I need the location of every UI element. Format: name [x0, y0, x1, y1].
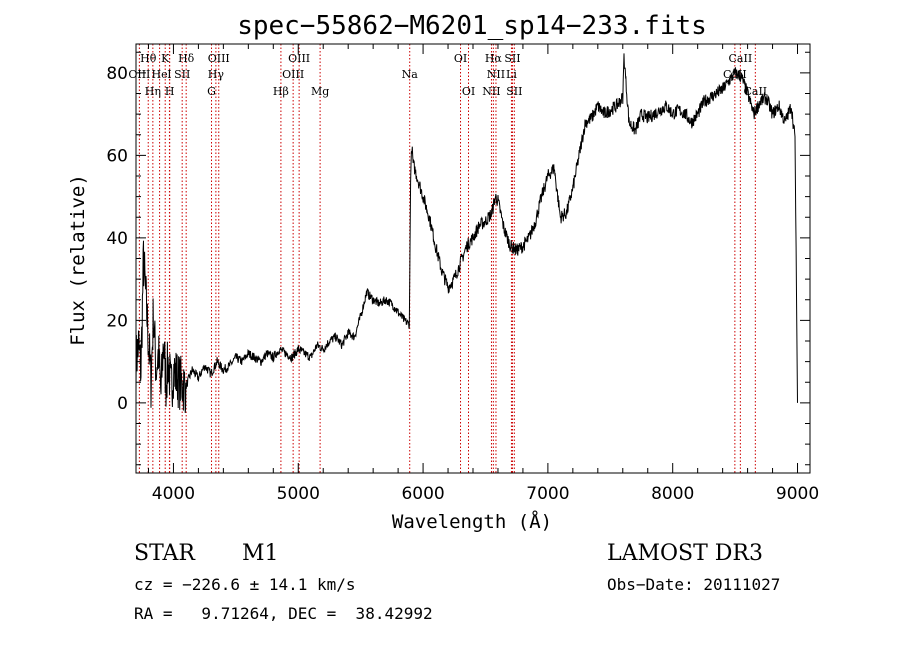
x-axis-ticks: 4000 5000 6000 7000 8000 9000: [147, 44, 819, 504]
line-marker-label: Hα: [485, 52, 503, 65]
line-marker-label: OI: [462, 85, 475, 98]
y-tick-label: 80: [106, 64, 128, 84]
line-marker-label: OIII: [128, 68, 150, 81]
survey-label: LAMOST DR3: [607, 541, 763, 566]
y-tick-label: 0: [117, 394, 128, 414]
line-marker-label: H: [165, 85, 175, 98]
cz-value: cz = −226.6 ± 14.1 km/s: [134, 575, 356, 594]
line-marker-label: SII: [506, 85, 522, 98]
line-marker-label: SII: [174, 68, 190, 81]
line-marker-label: CaII: [729, 52, 753, 65]
line-marker-label: K: [161, 52, 170, 65]
line-marker-label: I: [167, 68, 171, 81]
line-marker-label: Hγ: [208, 68, 225, 81]
obs-date: Obs−Date: 20111027: [607, 575, 781, 594]
line-marker-label: Na: [402, 68, 419, 81]
class-label: STAR: [134, 541, 195, 566]
y-tick-label: 40: [106, 229, 128, 249]
line-marker-label: NII: [487, 68, 505, 81]
radec-value: RA = 9.71264, DEC = 38.42992: [134, 604, 433, 623]
x-tick-label: 7000: [526, 484, 569, 504]
subclass-label: M1: [242, 541, 279, 566]
line-marker-label: OIII: [288, 52, 310, 65]
x-tick-label: 4000: [152, 484, 195, 504]
spectrum-line: [135, 53, 798, 413]
x-tick-label: 6000: [401, 484, 444, 504]
line-marker-label: CaII: [743, 85, 767, 98]
line-marker-label: He: [152, 68, 168, 81]
line-marker-label: G: [207, 85, 216, 98]
line-marker-label: Mg: [311, 85, 329, 98]
spectrum-series: [135, 53, 798, 413]
x-tick-label: 8000: [651, 484, 694, 504]
line-marker-label: Hδ: [178, 52, 195, 65]
x-tick-label: 5000: [277, 484, 320, 504]
line-marker-label: SII: [504, 52, 520, 65]
line-marker-label: NII: [482, 85, 500, 98]
line-marker-label: Li: [506, 68, 517, 81]
line-marker-label: OI: [454, 52, 467, 65]
line-marker-label: OIII: [208, 52, 230, 65]
plot-frame: [135, 43, 811, 474]
line-marker-label: Hη: [145, 85, 161, 98]
y-tick-label: 60: [106, 146, 128, 166]
line-marker-label: Hβ: [273, 85, 289, 98]
line-marker-label: Hθ: [140, 52, 157, 65]
y-axis-ticks: 0 20 40 60 80: [106, 51, 810, 466]
chart-title: spec−55862−M6201_sp14−233.fits: [237, 11, 707, 41]
line-marker-label: OIII: [282, 68, 304, 81]
y-tick-label: 20: [106, 311, 128, 331]
x-tick-label: 9000: [776, 484, 819, 504]
y-axis-label: Flux (relative): [67, 174, 89, 346]
x-axis-label: Wavelength (Å): [392, 510, 552, 533]
